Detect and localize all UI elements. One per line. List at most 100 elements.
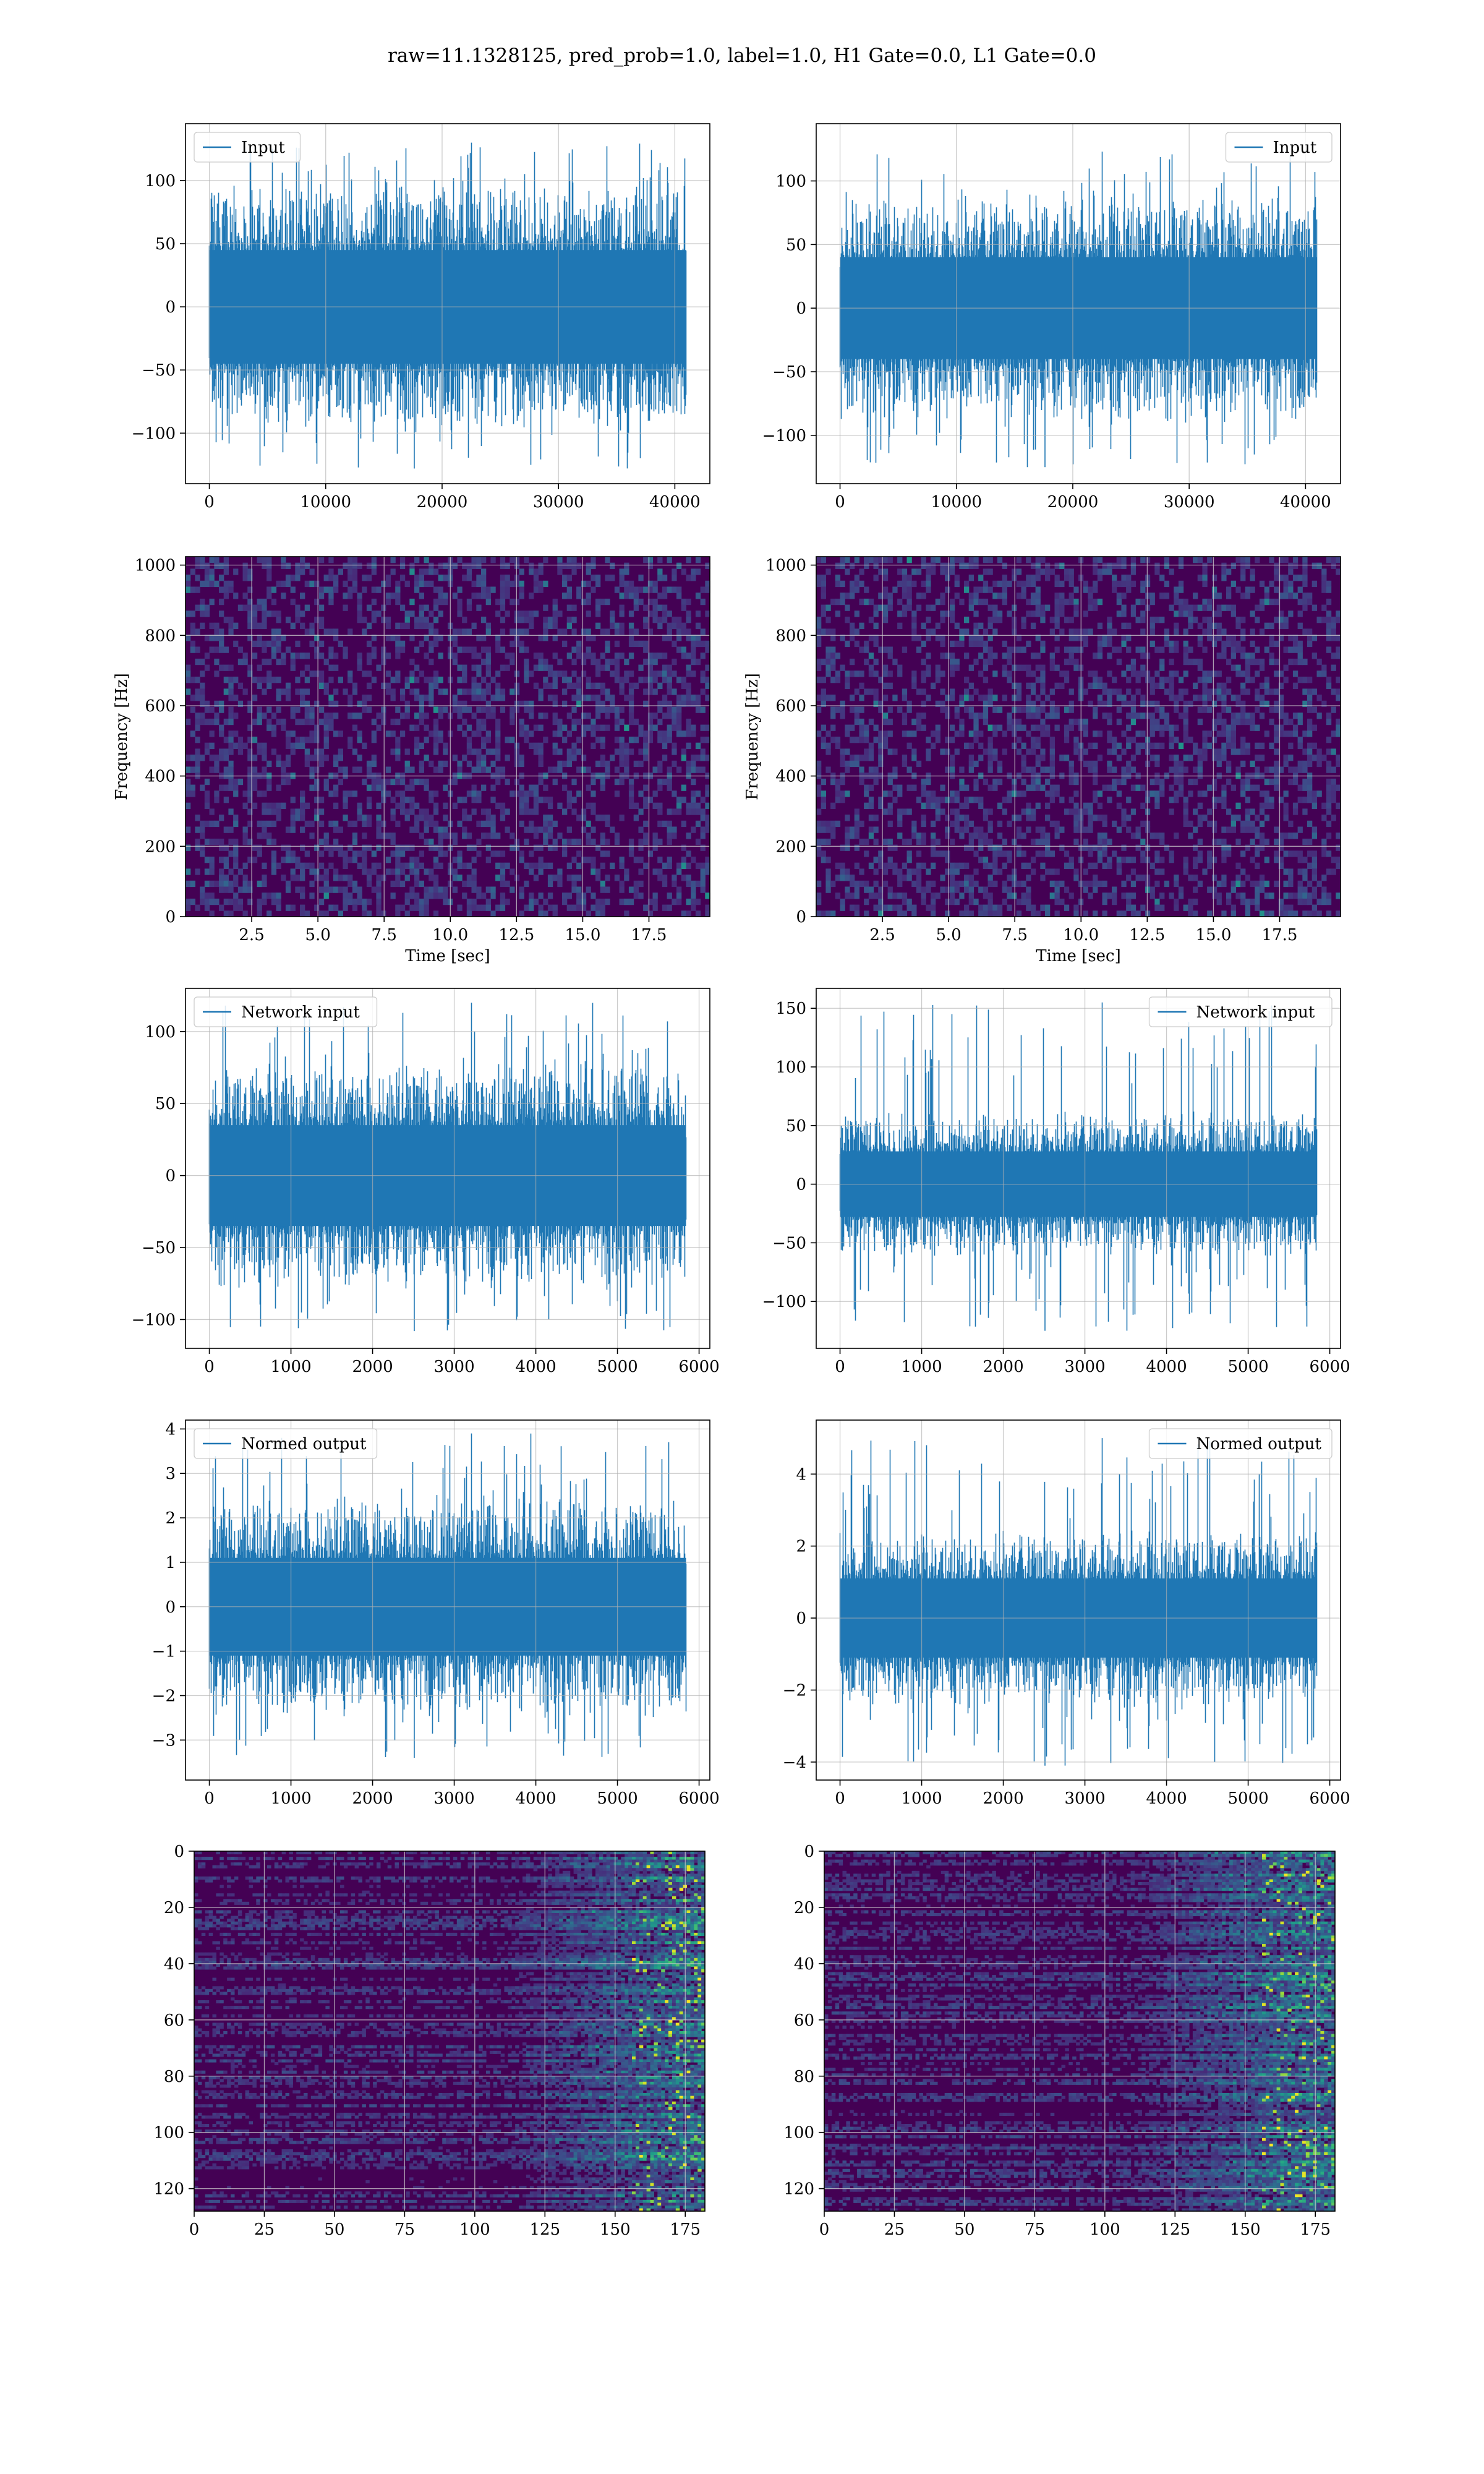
heatmap-cell <box>1179 688 1183 695</box>
heatmap-cell <box>1121 767 1126 773</box>
heatmap-cell <box>840 581 845 587</box>
heatmap-cell <box>267 670 271 677</box>
heatmap-cell <box>571 557 576 563</box>
heatmap-cell <box>362 845 367 851</box>
heatmap-cell <box>1326 628 1331 635</box>
heatmap-cell <box>845 827 850 833</box>
heatmap-cell <box>510 581 514 587</box>
heatmap-cell <box>391 593 396 599</box>
heatmap-cell <box>1055 713 1060 719</box>
heatmap-cell <box>855 845 859 851</box>
heatmap-cell <box>400 605 405 611</box>
heatmap-cell <box>1055 605 1060 611</box>
heatmap-cell <box>514 845 519 851</box>
heatmap-cell <box>314 779 319 785</box>
heatmap-cell <box>959 719 964 725</box>
heatmap-cell <box>386 593 391 599</box>
y-tick-label: 600 <box>145 697 176 716</box>
heatmap-cell <box>462 815 467 821</box>
heatmap-cell <box>510 659 514 665</box>
heatmap-cell <box>595 868 600 875</box>
heatmap-cell <box>548 875 553 881</box>
heatmap-cell <box>1183 821 1188 827</box>
heatmap-cell <box>869 743 874 749</box>
heatmap-cell <box>233 850 238 857</box>
heatmap-cell <box>333 803 338 809</box>
heatmap-cell <box>988 605 993 611</box>
heatmap-cell <box>676 677 681 683</box>
heatmap-cell <box>195 839 200 845</box>
heatmap-cell <box>1150 833 1155 839</box>
heatmap-cell <box>605 850 610 857</box>
heatmap-cell <box>1036 827 1041 833</box>
heatmap-cell <box>978 743 983 749</box>
heatmap-cell <box>638 790 643 797</box>
heatmap-cell <box>973 659 978 665</box>
heatmap-cell <box>557 875 562 881</box>
heatmap-cell <box>657 575 662 581</box>
heatmap-cell <box>892 785 897 791</box>
heatmap-cell <box>481 557 486 563</box>
x-tick-label: 2.5 <box>239 926 264 944</box>
heatmap-cell <box>195 737 200 743</box>
heatmap-cell <box>414 737 419 743</box>
heatmap-cell <box>381 833 386 839</box>
heatmap-cell <box>1031 737 1036 743</box>
heatmap-cell <box>576 688 581 695</box>
heatmap-cell <box>859 767 864 773</box>
heatmap-cell <box>510 557 514 563</box>
heatmap-cell <box>653 868 658 875</box>
heatmap-cell <box>357 887 362 893</box>
heatmap-cell <box>855 610 859 617</box>
heatmap-cell <box>529 707 534 713</box>
heatmap-cell <box>228 617 233 623</box>
heatmap-cell <box>495 875 500 881</box>
heatmap-cell <box>362 587 367 593</box>
heatmap-cell <box>629 785 634 791</box>
heatmap-cell <box>897 623 902 629</box>
heatmap-cell <box>1131 833 1136 839</box>
heatmap-cell <box>1021 850 1026 857</box>
heatmap-cell <box>615 737 620 743</box>
heatmap-cell <box>1012 568 1017 575</box>
heatmap-cell <box>200 899 205 905</box>
heatmap-cell <box>352 581 357 587</box>
heatmap-cell <box>286 683 291 689</box>
heatmap-cell <box>696 899 701 905</box>
heatmap-cell <box>676 868 681 875</box>
heatmap-cell <box>1269 743 1274 749</box>
heatmap-cell <box>1140 653 1145 659</box>
heatmap-cell <box>534 665 539 671</box>
heatmap-cell <box>1136 730 1141 737</box>
heatmap-cell <box>1036 737 1041 743</box>
heatmap-cell <box>1226 779 1231 785</box>
heatmap-cell <box>667 737 672 743</box>
heatmap-cell <box>1231 821 1236 827</box>
heatmap-cell <box>988 725 993 731</box>
heatmap-cell <box>348 557 352 563</box>
heatmap-cell <box>433 767 438 773</box>
heatmap-cell <box>376 892 381 899</box>
heatmap-cell <box>629 688 634 695</box>
heatmap-cell <box>1126 761 1131 767</box>
heatmap-cell <box>486 833 491 839</box>
heatmap-cell <box>969 593 974 599</box>
heatmap-cell <box>1012 743 1017 749</box>
heatmap-cell <box>472 593 477 599</box>
heatmap-cell <box>657 875 662 881</box>
heatmap-cell <box>1117 599 1122 605</box>
heatmap-cell <box>969 563 974 569</box>
heatmap-cell <box>357 767 362 773</box>
heatmap-cell <box>462 563 467 569</box>
heatmap-cell <box>638 730 643 737</box>
heatmap-cell <box>514 688 519 695</box>
heatmap-cell <box>500 899 505 905</box>
heatmap-cell <box>576 887 581 893</box>
heatmap-cell <box>210 730 215 737</box>
heatmap-cell <box>983 557 988 563</box>
heatmap-cell <box>1226 605 1231 611</box>
heatmap-cell <box>414 557 419 563</box>
heatmap-cell <box>1073 790 1078 797</box>
heatmap-cell <box>883 683 888 689</box>
heatmap-cell <box>1145 557 1150 563</box>
